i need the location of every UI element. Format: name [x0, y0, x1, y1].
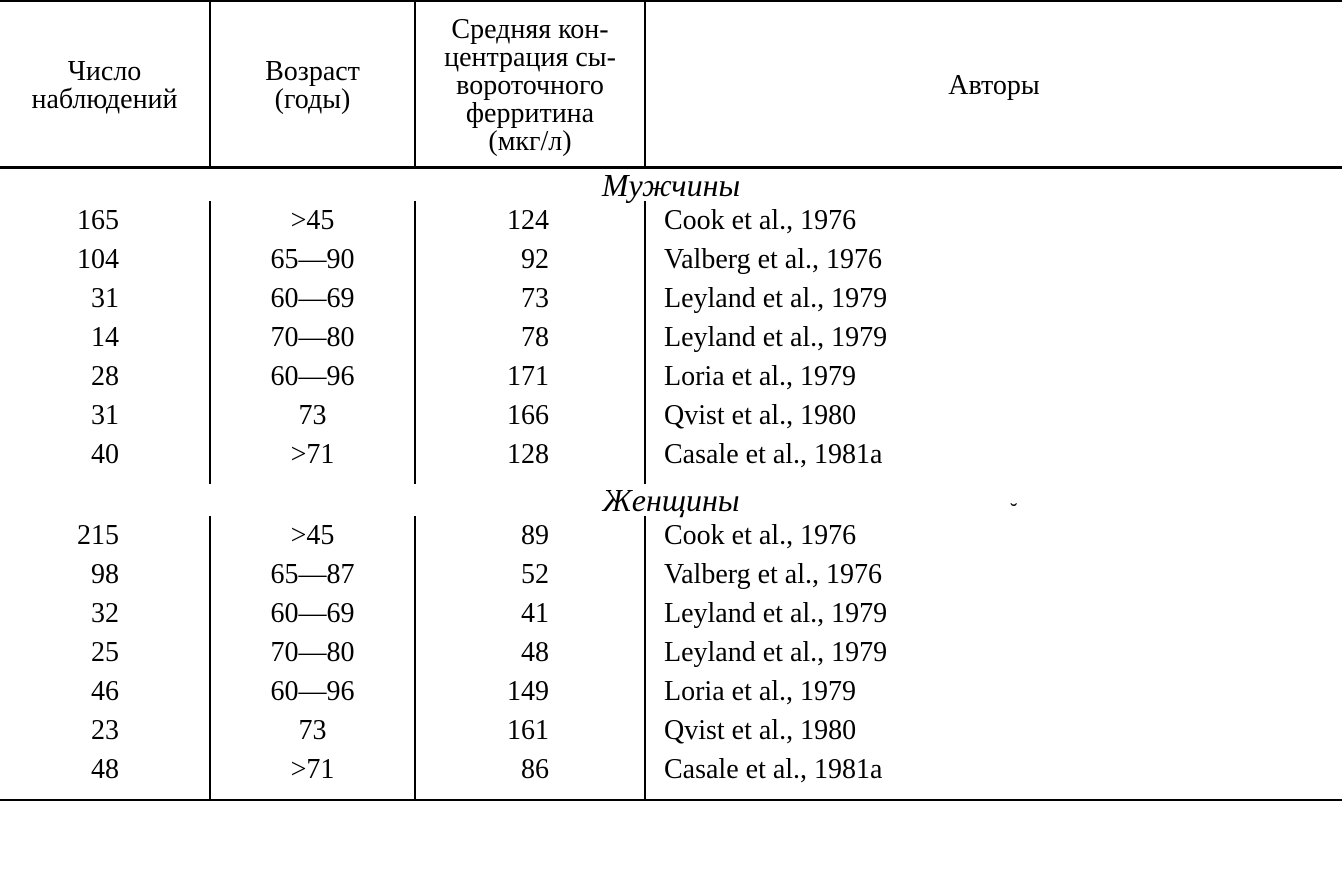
section-title: Мужчины [0, 169, 1342, 201]
table-row: 165 >45 124 Cook et al., 1976 [0, 201, 1342, 240]
cell-age: 70—80 [211, 635, 414, 670]
table-row: 48 >71 86 Casale et al., 1981a [0, 750, 1342, 789]
cell-authors: Casale et al., 1981a [646, 437, 1342, 472]
cell-ferritin: 78 [416, 320, 644, 355]
table-row: 32 60—69 41 Leyland et al., 1979 [0, 594, 1342, 633]
table-row: 46 60—96 149 Loria et al., 1979 [0, 672, 1342, 711]
cell-age: >71 [211, 437, 414, 472]
section-title-row: Мужчины [0, 169, 1342, 201]
cell-observations: 23 [0, 713, 209, 748]
cell-ferritin: 149 [416, 674, 644, 709]
cell-authors: Casale et al., 1981a [646, 752, 1342, 787]
cell-authors: Cook et al., 1976 [646, 203, 1342, 238]
cell-observations: 31 [0, 398, 209, 433]
cell-authors: Cook et al., 1976 [646, 518, 1342, 553]
row-spacer [0, 789, 1342, 800]
cell-ferritin: 48 [416, 635, 644, 670]
cell-observations: 32 [0, 596, 209, 631]
header-line: (мкг/л) [488, 126, 571, 157]
table-header-row: Число наблюдений Возраст (годы) Средняя … [0, 1, 1342, 168]
header-line: наблюдений [31, 84, 177, 115]
table-row: 104 65—90 92 Valberg et al., 1976 [0, 240, 1342, 279]
cell-age: 73 [211, 398, 414, 433]
cell-age: 60—96 [211, 359, 414, 394]
cell-age: 60—69 [211, 596, 414, 631]
table-row: 40 >71 128 Casale et al., 1981a [0, 435, 1342, 474]
cell-observations: 28 [0, 359, 209, 394]
cell-ferritin: 128 [416, 437, 644, 472]
header-line: ферритина [466, 98, 594, 129]
cell-age: >71 [211, 752, 414, 787]
table-row: 31 60—69 73 Leyland et al., 1979 [0, 279, 1342, 318]
cell-authors: Valberg et al., 1976 [646, 242, 1342, 277]
col-header-observations: Число наблюдений [0, 1, 210, 168]
header-line: Число [68, 56, 142, 87]
table-row: 98 65—87 52 Valberg et al., 1976 [0, 555, 1342, 594]
page: Число наблюдений Возраст (годы) Средняя … [0, 0, 1342, 875]
cell-ferritin: 41 [416, 596, 644, 631]
cell-authors: Leyland et al., 1979 [646, 596, 1342, 631]
cell-ferritin: 166 [416, 398, 644, 433]
cell-authors: Leyland et al., 1979 [646, 281, 1342, 316]
cell-ferritin: 52 [416, 557, 644, 592]
cell-authors: Valberg et al., 1976 [646, 557, 1342, 592]
section-title: Женщины [0, 484, 1342, 516]
table-body: Мужчины 165 >45 124 Cook et al., 1976 10… [0, 168, 1342, 802]
col-header-authors: Авторы [645, 1, 1342, 168]
cell-observations: 48 [0, 752, 209, 787]
table-row: 25 70—80 48 Leyland et al., 1979 [0, 633, 1342, 672]
header-line: Возраст [265, 56, 360, 87]
cell-ferritin: 73 [416, 281, 644, 316]
table-row: 31 73 166 Qvist et al., 1980 [0, 396, 1342, 435]
table-row: 14 70—80 78 Leyland et al., 1979 [0, 318, 1342, 357]
col-header-age: Возраст (годы) [210, 1, 415, 168]
cell-authors: Qvist et al., 1980 [646, 398, 1342, 433]
cell-authors: Loria et al., 1979 [646, 674, 1342, 709]
ferritin-table: Число наблюдений Возраст (годы) Средняя … [0, 0, 1342, 801]
scan-artifact-icon: ˘ [1010, 500, 1017, 522]
cell-observations: 25 [0, 635, 209, 670]
cell-age: >45 [211, 518, 414, 553]
header-line: (годы) [275, 84, 351, 115]
cell-authors: Qvist et al., 1980 [646, 713, 1342, 748]
col-header-ferritin: Средняя кон- центрация сы- вороточного ф… [415, 1, 645, 168]
bottom-rule [0, 800, 1342, 801]
cell-observations: 14 [0, 320, 209, 355]
header-line: центрация сы- [444, 42, 616, 73]
cell-age: 65—90 [211, 242, 414, 277]
header-line: вороточного [456, 70, 604, 101]
cell-authors: Loria et al., 1979 [646, 359, 1342, 394]
cell-observations: 104 [0, 242, 209, 277]
cell-ferritin: 161 [416, 713, 644, 748]
cell-observations: 31 [0, 281, 209, 316]
cell-ferritin: 92 [416, 242, 644, 277]
cell-age: 73 [211, 713, 414, 748]
cell-ferritin: 124 [416, 203, 644, 238]
cell-ferritin: 171 [416, 359, 644, 394]
cell-ferritin: 89 [416, 518, 644, 553]
section-title-row: Женщины [0, 484, 1342, 516]
header-line: Авторы [948, 70, 1039, 101]
cell-observations: 165 [0, 203, 209, 238]
cell-age: 60—69 [211, 281, 414, 316]
cell-age: >45 [211, 203, 414, 238]
table-row: 215 >45 89 Cook et al., 1976 [0, 516, 1342, 555]
cell-authors: Leyland et al., 1979 [646, 320, 1342, 355]
cell-observations: 40 [0, 437, 209, 472]
cell-age: 65—87 [211, 557, 414, 592]
table-row: 28 60—96 171 Loria et al., 1979 [0, 357, 1342, 396]
header-line: Средняя кон- [451, 14, 608, 45]
cell-observations: 215 [0, 518, 209, 553]
cell-observations: 98 [0, 557, 209, 592]
cell-age: 70—80 [211, 320, 414, 355]
cell-ferritin: 86 [416, 752, 644, 787]
table-row: 23 73 161 Qvist et al., 1980 [0, 711, 1342, 750]
cell-age: 60—96 [211, 674, 414, 709]
cell-observations: 46 [0, 674, 209, 709]
cell-authors: Leyland et al., 1979 [646, 635, 1342, 670]
